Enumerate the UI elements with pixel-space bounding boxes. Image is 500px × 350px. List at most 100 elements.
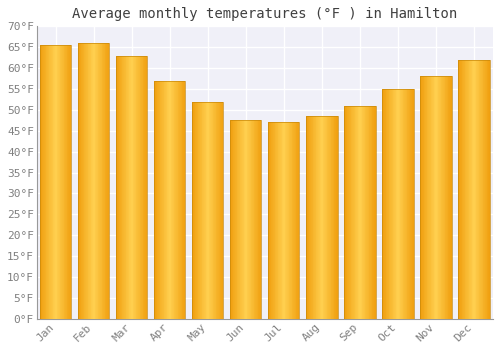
- Bar: [437, 76, 438, 319]
- Bar: [100, 43, 101, 319]
- Bar: [234, 120, 235, 319]
- Bar: [220, 102, 221, 319]
- Bar: [99, 43, 100, 319]
- Bar: [85, 43, 86, 319]
- Bar: [270, 122, 272, 319]
- Bar: [486, 60, 488, 319]
- Bar: [206, 102, 207, 319]
- Bar: [290, 122, 291, 319]
- Bar: [51, 45, 52, 319]
- Bar: [346, 106, 348, 319]
- Bar: [50, 45, 51, 319]
- Bar: [268, 122, 300, 319]
- Bar: [217, 102, 218, 319]
- Bar: [286, 122, 287, 319]
- Bar: [123, 56, 124, 319]
- Bar: [56, 45, 58, 319]
- Bar: [230, 120, 231, 319]
- Bar: [168, 80, 169, 319]
- Bar: [461, 60, 462, 319]
- Bar: [192, 102, 193, 319]
- Bar: [216, 102, 217, 319]
- Bar: [184, 80, 186, 319]
- Bar: [138, 56, 139, 319]
- Bar: [207, 102, 208, 319]
- Bar: [253, 120, 254, 319]
- Bar: [318, 116, 319, 319]
- Bar: [106, 43, 107, 319]
- Bar: [468, 60, 469, 319]
- Bar: [135, 56, 136, 319]
- Bar: [443, 76, 444, 319]
- Bar: [68, 45, 69, 319]
- Bar: [59, 45, 60, 319]
- Bar: [485, 60, 486, 319]
- Bar: [235, 120, 236, 319]
- Bar: [350, 106, 352, 319]
- Bar: [373, 106, 374, 319]
- Bar: [169, 80, 170, 319]
- Bar: [202, 102, 203, 319]
- Bar: [173, 80, 174, 319]
- Bar: [132, 56, 134, 319]
- Bar: [161, 80, 162, 319]
- Bar: [477, 60, 478, 319]
- Bar: [126, 56, 127, 319]
- Bar: [316, 116, 318, 319]
- Bar: [481, 60, 482, 319]
- Bar: [386, 89, 387, 319]
- Bar: [144, 56, 145, 319]
- Bar: [462, 60, 463, 319]
- Bar: [294, 122, 295, 319]
- Bar: [212, 102, 214, 319]
- Bar: [475, 60, 476, 319]
- Bar: [464, 60, 466, 319]
- Bar: [489, 60, 490, 319]
- Bar: [395, 89, 396, 319]
- Bar: [484, 60, 485, 319]
- Bar: [268, 122, 269, 319]
- Bar: [210, 102, 211, 319]
- Bar: [64, 45, 65, 319]
- Bar: [352, 106, 353, 319]
- Bar: [156, 80, 158, 319]
- Bar: [429, 76, 430, 319]
- Bar: [308, 116, 310, 319]
- Bar: [466, 60, 467, 319]
- Bar: [192, 102, 224, 319]
- Bar: [252, 120, 253, 319]
- Bar: [359, 106, 360, 319]
- Bar: [482, 60, 484, 319]
- Bar: [78, 43, 79, 319]
- Bar: [125, 56, 126, 319]
- Bar: [450, 76, 451, 319]
- Bar: [180, 80, 182, 319]
- Bar: [439, 76, 440, 319]
- Bar: [58, 45, 59, 319]
- Bar: [54, 45, 55, 319]
- Bar: [363, 106, 364, 319]
- Bar: [435, 76, 436, 319]
- Bar: [166, 80, 168, 319]
- Bar: [387, 89, 388, 319]
- Bar: [409, 89, 410, 319]
- Bar: [258, 120, 259, 319]
- Bar: [122, 56, 123, 319]
- Bar: [45, 45, 46, 319]
- Bar: [396, 89, 397, 319]
- Bar: [284, 122, 286, 319]
- Bar: [324, 116, 325, 319]
- Bar: [70, 45, 72, 319]
- Bar: [201, 102, 202, 319]
- Bar: [231, 120, 232, 319]
- Bar: [424, 76, 425, 319]
- Bar: [96, 43, 97, 319]
- Bar: [98, 43, 99, 319]
- Bar: [428, 76, 429, 319]
- Bar: [411, 89, 412, 319]
- Bar: [60, 45, 61, 319]
- Bar: [375, 106, 376, 319]
- Bar: [101, 43, 102, 319]
- Bar: [160, 80, 161, 319]
- Bar: [412, 89, 413, 319]
